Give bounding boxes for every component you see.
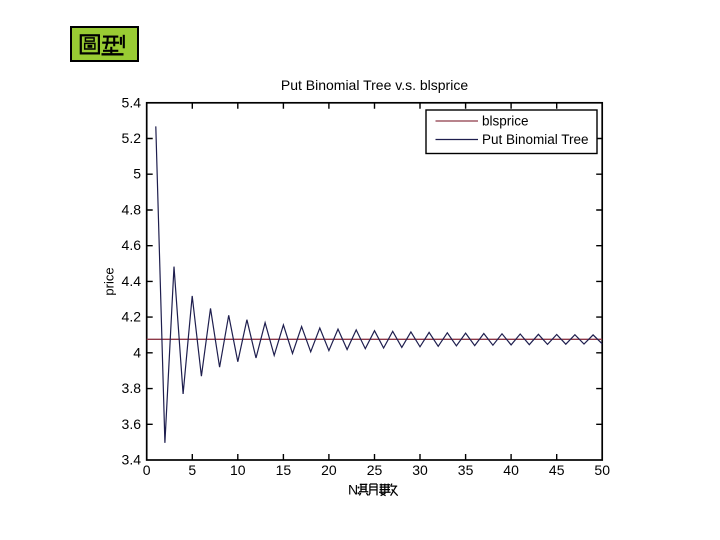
svg-text:25: 25 xyxy=(367,462,383,478)
svg-text:blsprice: blsprice xyxy=(482,114,529,129)
svg-text:4.8: 4.8 xyxy=(122,202,142,218)
svg-text:0: 0 xyxy=(143,462,151,478)
svg-text:Put Binomial Tree v.s. blspric: Put Binomial Tree v.s. blsprice xyxy=(281,77,468,93)
svg-text:4.2: 4.2 xyxy=(122,309,142,325)
svg-text:50: 50 xyxy=(594,462,610,478)
svg-text:40: 40 xyxy=(503,462,519,478)
svg-text:5.4: 5.4 xyxy=(122,94,142,110)
svg-text:3.6: 3.6 xyxy=(122,416,142,432)
svg-text:5: 5 xyxy=(133,166,141,182)
svg-text:35: 35 xyxy=(458,462,474,478)
svg-text:30: 30 xyxy=(412,462,428,478)
svg-text:3.8: 3.8 xyxy=(122,380,142,396)
svg-text:4.4: 4.4 xyxy=(122,273,142,289)
svg-text:20: 20 xyxy=(321,462,337,478)
svg-text:4: 4 xyxy=(133,344,141,360)
svg-text:N: N xyxy=(348,482,358,498)
svg-text:10: 10 xyxy=(230,462,246,478)
svg-text:45: 45 xyxy=(549,462,565,478)
svg-text:4.6: 4.6 xyxy=(122,237,142,253)
svg-text:15: 15 xyxy=(276,462,292,478)
svg-text:5.2: 5.2 xyxy=(122,130,142,146)
svg-text:3.4: 3.4 xyxy=(122,452,142,468)
svg-text:5: 5 xyxy=(188,462,196,478)
svg-text:Put Binomial Tree: Put Binomial Tree xyxy=(482,132,589,147)
svg-text:price: price xyxy=(102,267,117,295)
